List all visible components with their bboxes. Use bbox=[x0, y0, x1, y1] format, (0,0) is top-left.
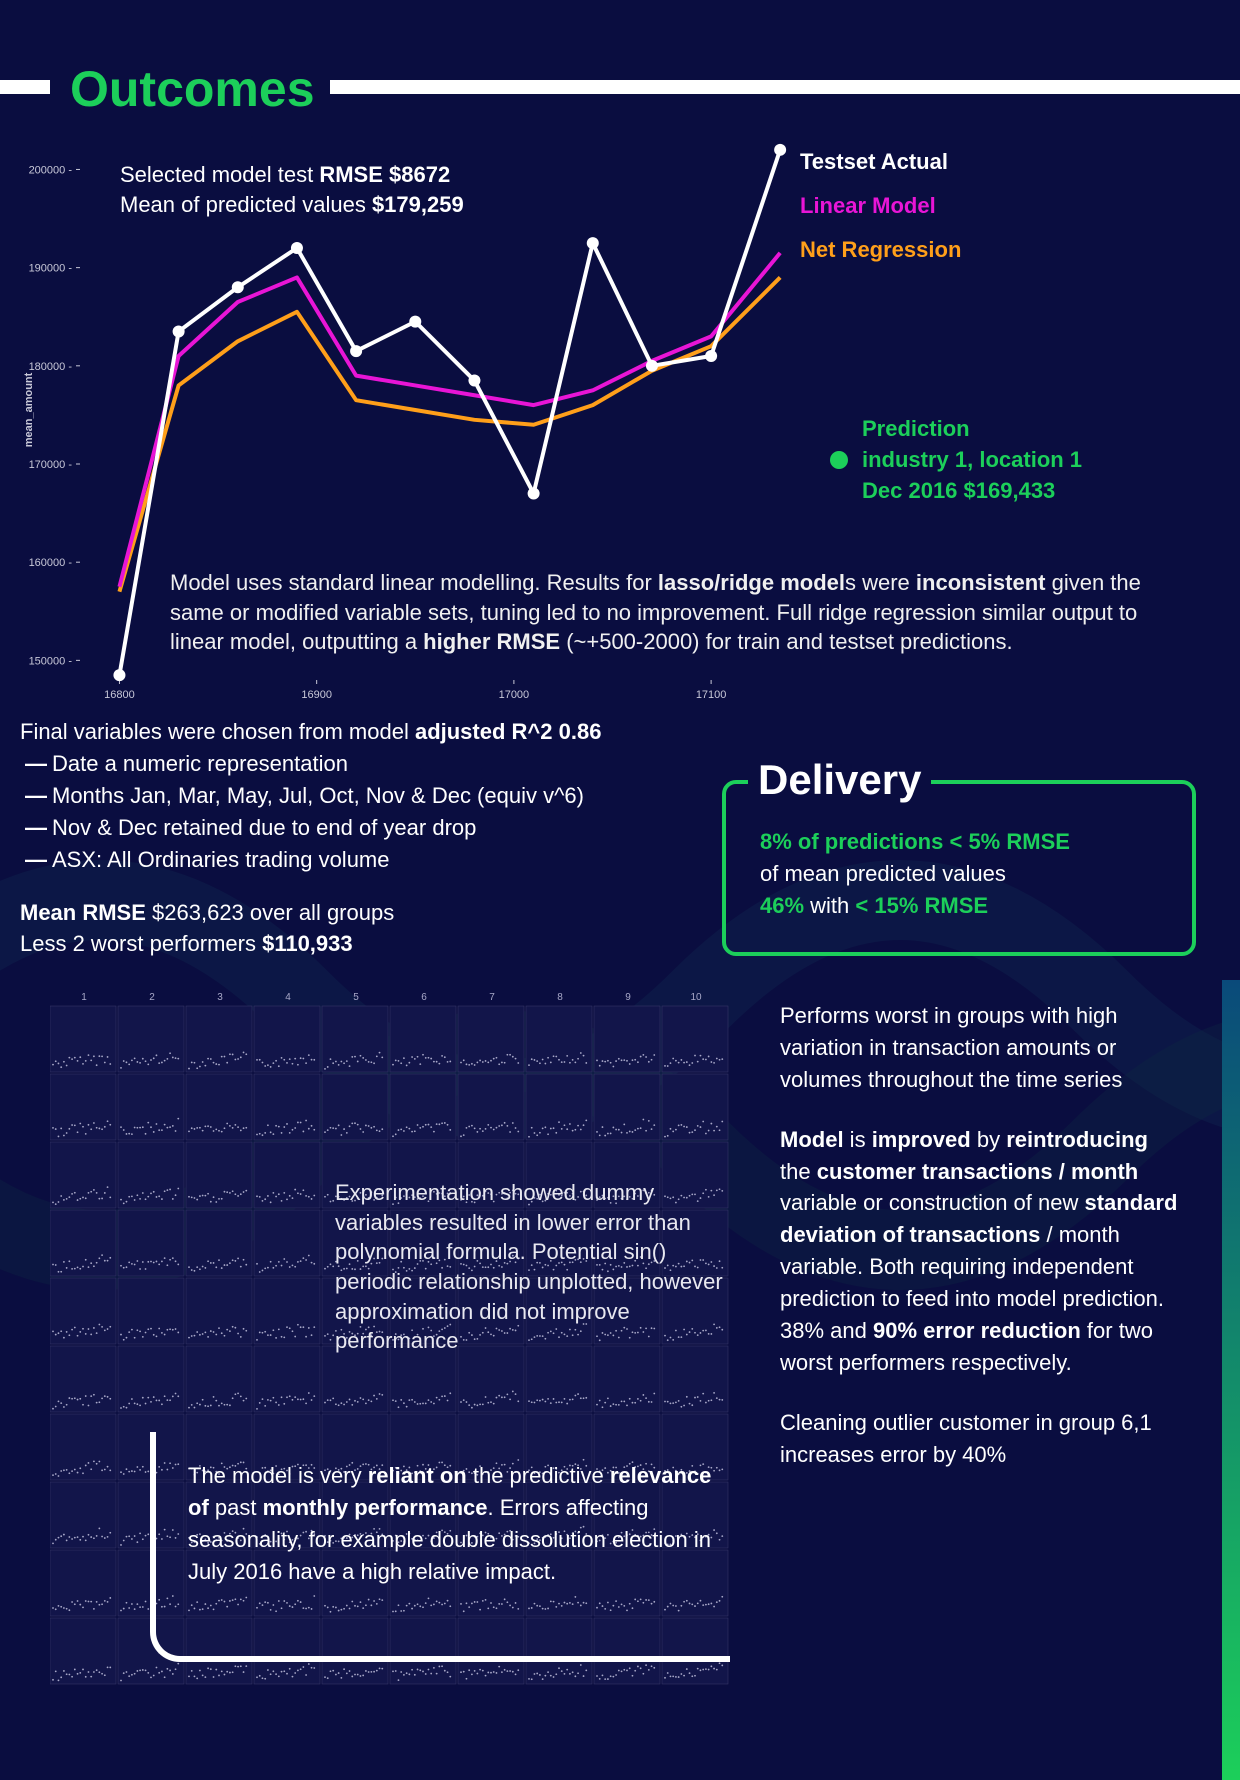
svg-text:150000 -: 150000 - bbox=[29, 655, 73, 667]
delivery-body: 8% of predictions < 5% RMSE of mean pred… bbox=[760, 826, 1070, 922]
chart-summary: Selected model test RMSE $8672 Mean of p… bbox=[120, 160, 464, 219]
callout-experimentation: Experimentation showed dummy variables r… bbox=[335, 1178, 735, 1356]
svg-text:17000: 17000 bbox=[499, 689, 530, 701]
svg-text:7: 7 bbox=[489, 992, 495, 1003]
callout-reliance: The model is very reliant on the predict… bbox=[188, 1460, 728, 1588]
svg-text:190000 -: 190000 - bbox=[29, 263, 73, 275]
svg-text:4: 4 bbox=[285, 992, 291, 1003]
page-title: Outcomes bbox=[70, 60, 315, 118]
prediction-callout: Prediction industry 1, location 1 Dec 20… bbox=[830, 414, 1082, 506]
svg-text:9: 9 bbox=[625, 992, 631, 1003]
legend-actual: Testset Actual bbox=[800, 140, 961, 184]
svg-text:6: 6 bbox=[421, 992, 427, 1003]
svg-text:16800: 16800 bbox=[104, 689, 135, 701]
svg-text:5: 5 bbox=[353, 992, 359, 1003]
svg-text:160000 -: 160000 - bbox=[29, 557, 73, 569]
chart-legend: Testset Actual Linear Model Net Regressi… bbox=[800, 140, 961, 272]
side-accent-bar bbox=[1222, 980, 1240, 1780]
svg-text:200000 -: 200000 - bbox=[29, 164, 73, 176]
side-notes: Performs worst in groups with high varia… bbox=[780, 1000, 1180, 1499]
legend-net: Net Regression bbox=[800, 228, 961, 272]
legend-linear: Linear Model bbox=[800, 184, 961, 228]
mean-rmse: Mean RMSE $263,623 over all groups Less … bbox=[20, 898, 394, 960]
svg-text:16900: 16900 bbox=[301, 689, 332, 701]
prediction-dot-icon bbox=[830, 451, 848, 469]
svg-text:180000 -: 180000 - bbox=[29, 361, 73, 373]
svg-text:17100: 17100 bbox=[696, 689, 727, 701]
svg-text:10: 10 bbox=[690, 992, 702, 1003]
final-variables: Final variables were chosen from model a… bbox=[20, 716, 660, 875]
delivery-title: Delivery bbox=[748, 756, 931, 804]
svg-text:2: 2 bbox=[149, 992, 155, 1003]
delivery-box: Delivery 8% of predictions < 5% RMSE of … bbox=[710, 756, 1196, 956]
svg-text:mean_amount: mean_amount bbox=[23, 372, 35, 447]
svg-text:1: 1 bbox=[81, 992, 87, 1003]
header-bar-left bbox=[0, 80, 50, 94]
svg-text:170000 -: 170000 - bbox=[29, 459, 73, 471]
header-bar-right bbox=[330, 80, 1240, 94]
svg-text:8: 8 bbox=[557, 992, 563, 1003]
model-description: Model uses standard linear modelling. Re… bbox=[170, 568, 1170, 657]
svg-text:3: 3 bbox=[217, 992, 223, 1003]
